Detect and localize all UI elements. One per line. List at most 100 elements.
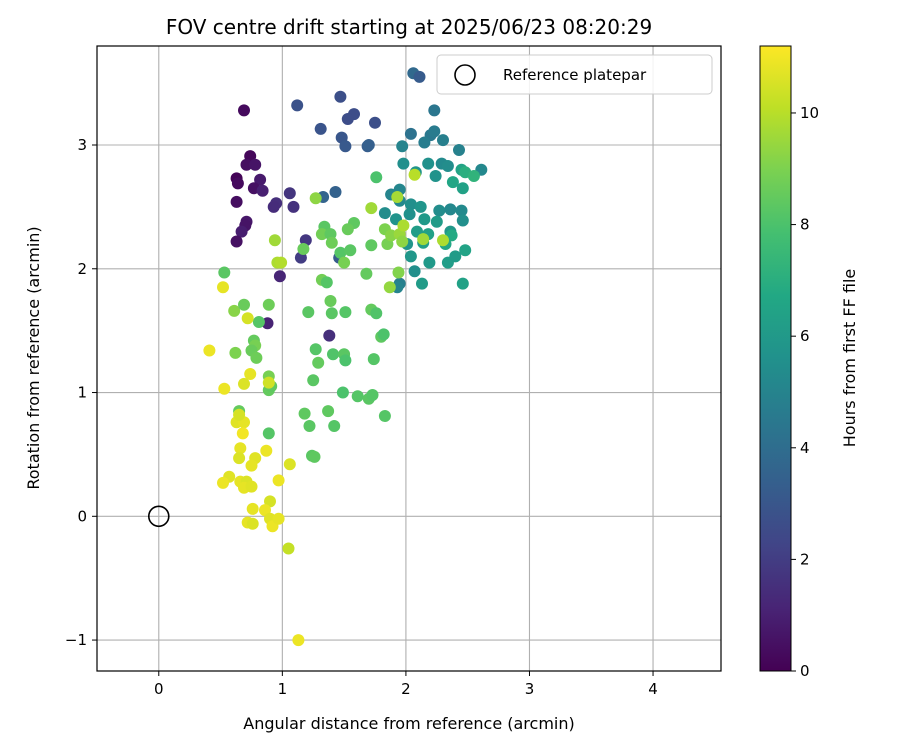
- data-point: [235, 225, 248, 238]
- data-point: [309, 343, 322, 356]
- data-point: [449, 250, 462, 263]
- data-point: [298, 407, 311, 420]
- colorbar-tick-label: 4: [800, 439, 810, 457]
- colorbar: 0 2 4 6 8 10 Hours from first FF file: [759, 45, 859, 680]
- data-point: [444, 203, 457, 216]
- colorbar-gradient: [759, 45, 792, 672]
- x-tick-label: 4: [648, 680, 658, 698]
- data-point: [238, 298, 250, 311]
- x-tick-label: 1: [278, 680, 288, 698]
- data-point: [408, 168, 421, 181]
- x-tick-label: 3: [525, 680, 535, 698]
- data-point: [245, 480, 258, 493]
- data-point: [365, 239, 378, 252]
- data-point: [396, 140, 409, 153]
- x-tick-label: 0: [154, 680, 164, 698]
- y-axis-label: Rotation from reference (arcmin): [24, 226, 43, 489]
- data-point: [275, 256, 288, 269]
- data-point: [422, 157, 435, 170]
- data-point: [233, 452, 246, 465]
- data-point: [233, 408, 246, 421]
- colorbar-tick-label: 8: [800, 216, 810, 234]
- data-point: [256, 184, 269, 197]
- y-tick-label: 0: [77, 507, 87, 525]
- data-point: [418, 213, 431, 226]
- data-point: [246, 517, 259, 530]
- data-point: [267, 200, 280, 213]
- x-tick-label: 2: [401, 680, 411, 698]
- data-point: [377, 328, 390, 341]
- data-point: [238, 377, 250, 390]
- data-point: [456, 277, 469, 290]
- data-point: [423, 256, 436, 269]
- data-point: [323, 329, 336, 342]
- data-point: [437, 234, 449, 247]
- data-point: [413, 70, 426, 83]
- data-point: [217, 476, 229, 489]
- data-point: [292, 634, 305, 647]
- data-point: [312, 356, 325, 369]
- data-point: [446, 176, 459, 189]
- data-point: [260, 444, 273, 457]
- data-point: [366, 389, 379, 401]
- data-point: [392, 266, 405, 279]
- data-point: [218, 382, 231, 395]
- data-point: [307, 374, 320, 387]
- data-point: [238, 104, 250, 117]
- data-point: [338, 256, 351, 269]
- data-point: [262, 376, 275, 389]
- scatter-points: [203, 67, 488, 647]
- data-point: [378, 207, 391, 220]
- data-point: [408, 265, 421, 278]
- data-point: [467, 170, 480, 182]
- data-point: [339, 306, 352, 319]
- data-point: [325, 236, 338, 249]
- data-point: [262, 298, 275, 311]
- data-point: [273, 270, 286, 283]
- y-tick-label: 1: [77, 384, 87, 402]
- colorbar-label: Hours from first FF file: [840, 269, 859, 448]
- data-point: [397, 157, 410, 170]
- data-point: [272, 512, 285, 525]
- data-point: [236, 427, 249, 440]
- data-point: [416, 277, 428, 290]
- data-point: [334, 246, 347, 259]
- data-point: [328, 420, 341, 432]
- data-point: [362, 139, 375, 151]
- data-point: [417, 233, 430, 246]
- legend-label: Reference platepar: [503, 66, 647, 84]
- data-point: [329, 186, 342, 198]
- colorbar-tick-label: 0: [800, 662, 810, 680]
- data-point: [303, 420, 316, 432]
- data-point: [351, 390, 364, 403]
- data-point: [397, 219, 410, 232]
- data-point: [217, 281, 229, 294]
- data-point: [404, 127, 417, 140]
- y-tick-label: −1: [65, 631, 87, 649]
- data-point: [302, 306, 315, 319]
- x-axis-ticks: 0 1 2 3 4: [154, 671, 658, 698]
- data-point: [287, 200, 300, 213]
- x-axis-label: Angular distance from reference (arcmin): [243, 714, 574, 733]
- data-point: [341, 223, 354, 236]
- data-point: [403, 208, 416, 221]
- data-point: [404, 198, 417, 211]
- data-point: [453, 144, 465, 156]
- data-point: [367, 353, 380, 366]
- data-point: [396, 235, 409, 248]
- data-point: [327, 348, 339, 361]
- data-point: [369, 116, 381, 129]
- colorbar-tick-label: 10: [800, 104, 819, 122]
- data-point: [428, 125, 441, 138]
- data-point: [324, 295, 337, 307]
- data-point: [228, 304, 241, 317]
- data-point: [231, 177, 244, 190]
- data-point: [378, 410, 391, 422]
- y-tick-label: 3: [77, 136, 87, 154]
- data-point: [334, 90, 347, 103]
- chart-title: FOV centre drift starting at 2025/06/23 …: [166, 15, 652, 39]
- data-point: [283, 187, 296, 200]
- data-point: [283, 458, 296, 471]
- data-point: [230, 195, 243, 208]
